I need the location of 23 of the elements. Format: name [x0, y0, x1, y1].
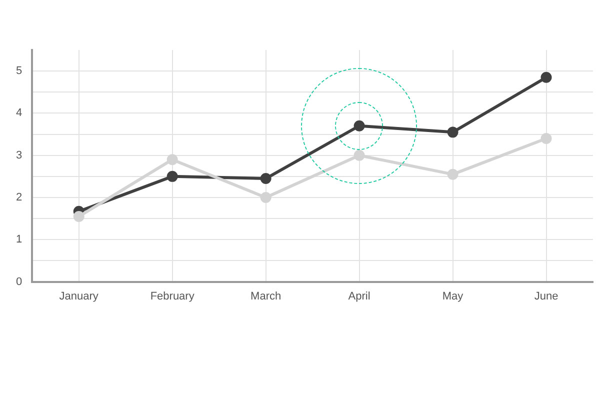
y-tick-label: 3	[16, 149, 22, 162]
point	[354, 150, 365, 161]
x-tick-label: April	[348, 290, 370, 302]
x-tick-label: June	[534, 290, 558, 302]
point	[540, 133, 552, 144]
point	[447, 126, 458, 138]
y-tick-label: 1	[16, 234, 22, 246]
x-tick-label: February	[150, 290, 195, 302]
x-tick-label: March	[250, 290, 282, 302]
point	[166, 170, 178, 182]
point	[73, 210, 84, 222]
x-tick-label: January	[59, 290, 99, 302]
y-tick-label: 0	[16, 276, 22, 288]
point	[354, 120, 365, 132]
point	[447, 168, 458, 180]
point	[540, 72, 552, 83]
y-tick-label: 2	[16, 192, 22, 204]
y-tick-label: 4	[16, 107, 22, 120]
point	[260, 173, 272, 184]
point	[166, 154, 178, 166]
point	[260, 192, 272, 204]
y-tick-label: 5	[16, 65, 22, 78]
x-tick-label: May	[442, 290, 464, 302]
